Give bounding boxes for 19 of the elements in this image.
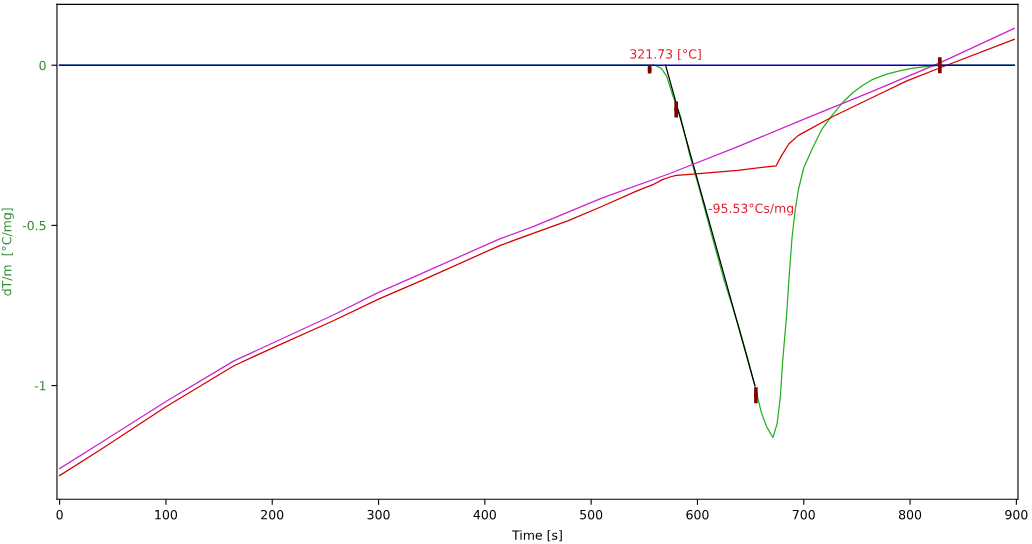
annotation: 321.73 [°C] — [630, 48, 701, 61]
x-tick-label: 900 — [1005, 509, 1028, 520]
x-tick-label: 500 — [580, 509, 603, 520]
x-tick-label: 400 — [473, 509, 496, 520]
y-tick-label: 0 — [39, 60, 46, 71]
y-axis-title: dT/m [°C/mg] — [1, 208, 14, 296]
x-axis-title: Time [s] — [512, 530, 562, 542]
y-tick-label: -0.5 — [22, 220, 46, 231]
y-tick-label: -1 — [34, 381, 46, 391]
x-tick-label: 800 — [898, 509, 922, 520]
point — [754, 393, 758, 397]
x-tick-label: 0 — [56, 509, 63, 520]
x-tick-label: 200 — [261, 509, 284, 520]
x-tick-label: 300 — [367, 509, 390, 520]
annotation: -95.53°Cs/mg — [708, 203, 794, 216]
x-tick-label: 600 — [686, 509, 709, 520]
x-tick-label: 100 — [155, 509, 178, 520]
point — [938, 63, 942, 68]
x-tick-label: 700 — [792, 509, 815, 520]
